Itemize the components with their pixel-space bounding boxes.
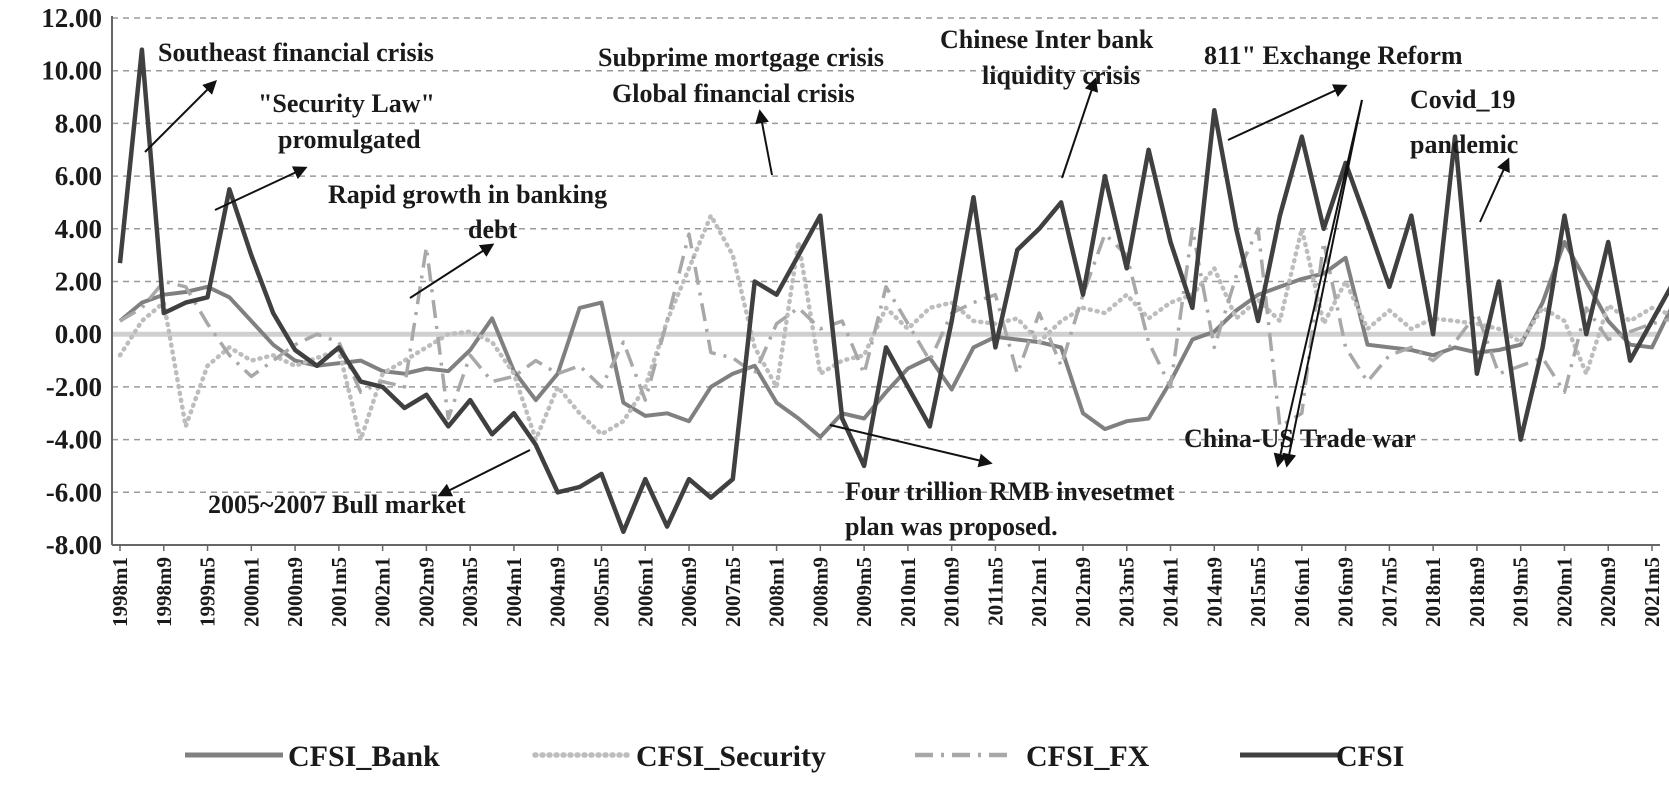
y-tick-label: -4.00: [46, 425, 102, 455]
x-tick-label: 2007m5: [721, 557, 745, 627]
x-tick-label: 2017m5: [1377, 557, 1401, 627]
annotation-label: Rapid growth in banking: [328, 180, 607, 209]
x-tick-label: 2018m1: [1421, 557, 1445, 627]
annotation-arrow: [214, 166, 308, 211]
x-tick-label: 2016m9: [1334, 557, 1358, 627]
x-tick-label: 2005m5: [589, 557, 613, 627]
x-tick-label: 2018m9: [1465, 557, 1489, 627]
x-tick-label: 2006m9: [677, 557, 701, 627]
x-tick-label: 2002m9: [414, 557, 438, 627]
y-tick-label: 8.00: [55, 108, 102, 138]
series-cfsi-fx: [119, 227, 1669, 429]
y-tick-label: -2.00: [46, 372, 102, 402]
annotation-arrow: [1061, 77, 1099, 179]
annotation-label: Subprime mortgage crisis: [598, 43, 884, 72]
x-tick-label: 2006m1: [633, 557, 657, 627]
series-lines: [117, 47, 1669, 535]
y-tick-label: 2.00: [55, 267, 102, 297]
annotation-arrow: [1479, 157, 1510, 223]
x-axis-ticks: 1998m1 1998m9 1999m5 2000m1 2000m9 2001m5 2002…: [108, 545, 1664, 627]
annotation-arrow: [1227, 84, 1348, 141]
annotation-arrow: [755, 109, 773, 176]
annotation-label: 811" Exchange Reform: [1204, 41, 1463, 70]
y-tick-label: 12.00: [41, 3, 102, 33]
x-tick-label: 2008m1: [765, 557, 789, 627]
x-tick-label: 2002m1: [371, 557, 395, 627]
y-tick-label: 4.00: [55, 214, 102, 244]
annotation-arrow: [144, 80, 217, 153]
series-cfsi-bank: [118, 240, 1669, 439]
annotation-label: China-US Trade war: [1184, 424, 1416, 453]
legend: CFSI_Bank CFSI_Security CFSI_FX CFSI: [185, 740, 1404, 773]
annotation-label: "Security Law": [258, 89, 435, 118]
x-tick-label: 2008m9: [808, 557, 832, 627]
annotation-label: promulgated: [278, 125, 421, 154]
y-tick-label: -8.00: [46, 530, 102, 560]
annotation-label: 2005~2007 Bull market: [208, 490, 466, 519]
axes: [111, 16, 1660, 546]
series-cfsi: [117, 47, 1669, 535]
annotation-label: Four trillion RMB invesetmet: [845, 477, 1175, 506]
x-tick-label: 2020m1: [1552, 557, 1576, 627]
x-tick-label: 1998m9: [152, 557, 176, 627]
annotation-arrow: [1282, 99, 1363, 468]
x-tick-label: 1998m1: [108, 557, 132, 627]
x-tick-label: 2000m9: [283, 557, 307, 627]
x-tick-label: 2016m1: [1290, 557, 1314, 627]
x-tick-label: 2015m5: [1246, 557, 1270, 627]
y-tick-label: 6.00: [55, 161, 102, 191]
x-tick-label: 2010m9: [940, 557, 964, 627]
annotation-label: Southeast financial crisis: [158, 38, 434, 67]
annotation-label: Chinese Inter bank: [940, 25, 1154, 54]
x-tick-label: 2004m1: [502, 557, 526, 627]
x-tick-label: 2000m1: [239, 557, 263, 627]
annotation-arrow: [1273, 99, 1363, 468]
annotation-label: plan was proposed.: [845, 512, 1058, 541]
y-tick-label: -6.00: [46, 477, 102, 507]
x-tick-label: 2003m5: [458, 557, 482, 627]
x-tick-label: 1999m5: [196, 557, 220, 627]
annotation-arrow: [437, 449, 531, 497]
y-tick-label: 0.00: [55, 319, 102, 349]
annotation-label: Global financial crisis: [612, 79, 855, 108]
annotation-label: Covid_19: [1410, 85, 1515, 114]
x-tick-label: 2011m5: [983, 557, 1007, 626]
series-cfsi-security: [117, 213, 1669, 442]
annotation-arrow: [829, 424, 993, 468]
legend-label: CFSI_Bank: [288, 740, 440, 773]
x-tick-label: 2004m9: [546, 557, 570, 627]
annotations: Southeast financial crisis "Security Law"…: [144, 25, 1518, 541]
x-tick-label: 2019m5: [1509, 557, 1533, 627]
x-tick-label: 2009m5: [852, 557, 876, 627]
x-tick-label: 2010m1: [896, 557, 920, 627]
x-tick-label: 2014m9: [1202, 557, 1226, 627]
legend-label: CFSI_FX: [1026, 740, 1150, 773]
annotation-label: debt: [468, 215, 517, 244]
x-tick-label: 2013m5: [1115, 557, 1139, 627]
x-tick-label: 2021m5: [1640, 557, 1664, 627]
annotation-label: liquidity crisis: [982, 61, 1140, 90]
annotation-arrow: [409, 243, 495, 299]
x-tick-label: 2014m1: [1159, 557, 1183, 627]
x-tick-label: 2020m9: [1596, 557, 1620, 627]
x-tick-label: 2012m1: [1027, 557, 1051, 627]
y-tick-label: 10.00: [41, 56, 102, 86]
y-axis-ticks: 12.00 10.00 8.00 6.00 4.00 2.00 0.00 -2.00 -4.00…: [41, 3, 102, 560]
legend-label: CFSI_Security: [636, 740, 826, 773]
legend-label: CFSI: [1336, 740, 1404, 773]
x-tick-label: 2001m5: [327, 557, 351, 627]
x-tick-label: 2012m9: [1071, 557, 1095, 627]
annotation-label: pandemic: [1410, 130, 1518, 159]
